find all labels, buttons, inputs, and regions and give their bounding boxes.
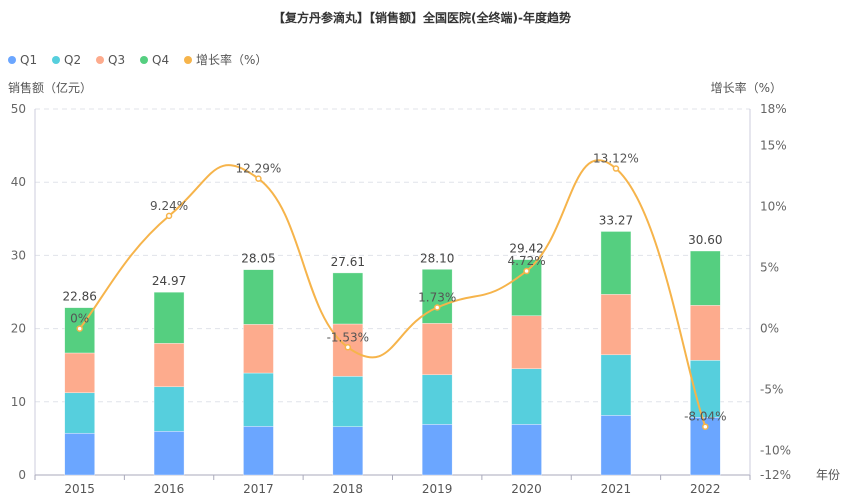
x-tick-label: 2016 — [154, 482, 185, 496]
bar-Q2-2015 — [64, 392, 95, 434]
legend-label-growth: 增长率（%） — [196, 52, 267, 67]
legend-label-Q4: Q4 — [152, 53, 169, 67]
total-label-2017: 28.05 — [241, 252, 275, 266]
bar-Q1-2017 — [243, 426, 274, 476]
bar-Q2-2017 — [243, 372, 274, 427]
x-tick-label: 2018 — [333, 482, 364, 496]
growth-label-2015: 0% — [70, 312, 89, 326]
growth-label-2020: 4.72% — [508, 254, 546, 268]
bar-Q3-2021 — [600, 294, 632, 356]
x-tick-label: 2019 — [422, 482, 453, 496]
growth-point-2020 — [523, 267, 530, 275]
y-tick-label: 10 — [11, 395, 26, 409]
legend-marker-Q2 — [52, 56, 60, 64]
growth-point-2021 — [612, 165, 620, 172]
x-tick-label: 2017 — [243, 482, 274, 496]
growth-label-2018: -1.53% — [327, 330, 369, 344]
y2-tick-label: 10% — [760, 200, 787, 214]
bar-Q4-2022 — [690, 250, 721, 306]
y-tick-label: 0 — [18, 468, 26, 482]
y-tick-label: 20 — [11, 322, 26, 336]
growth-label-2017: 12.29% — [236, 162, 282, 176]
y-tick-label: 50 — [11, 102, 26, 116]
bar-Q4-2018 — [332, 272, 364, 325]
legend-label-Q3: Q3 — [108, 53, 125, 67]
x-tick-label: 2022 — [690, 482, 721, 496]
legend-label-Q2: Q2 — [64, 53, 81, 67]
bar-Q4-2021 — [600, 231, 632, 295]
y2-tick-label: 18% — [760, 102, 787, 116]
y-axis-title: 销售额（亿元） — [8, 80, 92, 95]
bar-Q3-2019 — [421, 323, 453, 376]
y2-tick-label: -5% — [760, 383, 783, 397]
x-axis-title: 年份 — [816, 468, 840, 482]
y2-tick-label: 5% — [760, 261, 779, 275]
y2-tick-label: 0% — [760, 322, 779, 336]
y-tick-label: 40 — [11, 175, 26, 189]
legend-marker-Q3 — [96, 56, 104, 64]
bar-Q2-2020 — [511, 368, 542, 425]
total-label-2020: 29.42 — [509, 242, 543, 256]
bar-Q3-2017 — [243, 324, 274, 374]
total-label-2016: 24.97 — [152, 274, 186, 288]
y2-axis-title: 增长率（%） — [711, 80, 782, 95]
bar-Q1-2020 — [511, 424, 542, 476]
x-tick-label: 2020 — [511, 482, 542, 496]
bar-Q2-2021 — [600, 354, 632, 416]
growth-point-2017 — [255, 175, 262, 182]
chart-title: 【复方丹参滴丸】【销售额】全国医院(全终端)-年度趋势 — [273, 10, 571, 25]
total-label-2019: 28.10 — [420, 251, 454, 265]
y-tick-label: 30 — [11, 248, 26, 262]
bar-Q3-2022 — [690, 305, 721, 361]
bar-Q1-2016 — [153, 430, 185, 476]
bar-Q3-2016 — [153, 343, 185, 388]
bar-Q4-2016 — [153, 291, 185, 344]
bar-Q1-2019 — [421, 424, 453, 476]
legend-marker-growth — [184, 56, 192, 64]
growth-point-2016 — [165, 212, 173, 220]
bar-Q3-2015 — [64, 352, 95, 394]
growth-label-2019: 1.73% — [418, 290, 456, 304]
total-label-2018: 27.61 — [331, 255, 365, 269]
y2-tick-label: -10% — [760, 444, 791, 458]
total-label-2015: 22.86 — [63, 290, 97, 304]
growth-point-2015 — [76, 325, 83, 332]
bar-Q1-2018 — [332, 426, 364, 476]
x-tick-label: 2015 — [64, 482, 95, 496]
total-label-2022: 30.60 — [688, 233, 722, 247]
legend-marker-Q1 — [8, 56, 16, 64]
legend-label-Q1: Q1 — [20, 53, 37, 67]
growth-label-2021: 13.12% — [593, 152, 639, 166]
y2-tick-label: 15% — [760, 139, 787, 153]
growth-point-2022 — [702, 423, 709, 430]
bar-Q2-2019 — [421, 374, 453, 425]
x-tick-label: 2021 — [601, 482, 632, 496]
bar-Q4-2017 — [243, 269, 274, 325]
bar-Q3-2020 — [511, 315, 542, 370]
bar-Q1-2021 — [600, 415, 632, 476]
bar-Q2-2016 — [153, 386, 185, 432]
growth-label-2016: 9.24% — [150, 199, 188, 213]
y2-tick-label: -12% — [760, 468, 791, 482]
growth-label-2022: -8.04% — [684, 410, 726, 424]
growth-point-2019 — [433, 304, 441, 311]
bar-Q4-2019 — [421, 269, 453, 324]
legend-marker-Q4 — [140, 56, 148, 64]
total-label-2021: 33.27 — [599, 213, 633, 227]
bar-Q2-2018 — [332, 376, 364, 427]
growth-point-2018 — [344, 344, 352, 351]
bar-Q1-2015 — [64, 432, 95, 476]
